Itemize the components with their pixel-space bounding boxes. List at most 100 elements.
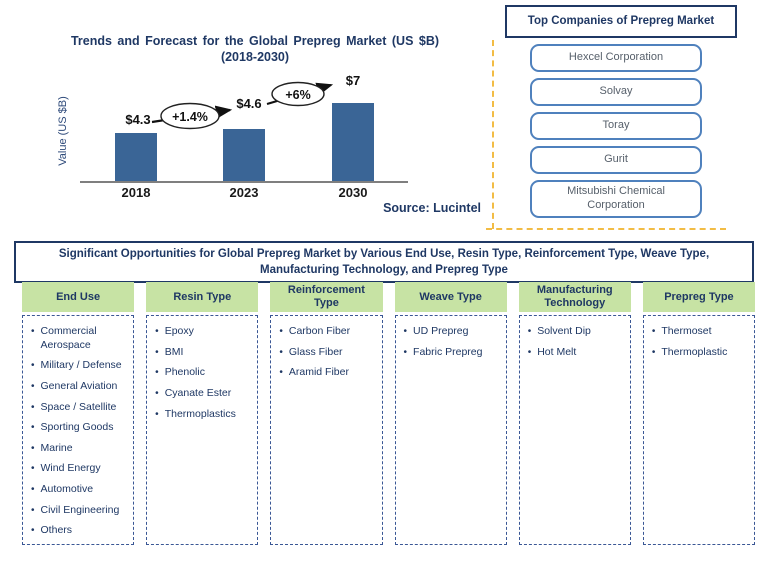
segment-column: Weave Type • UD Prepreg • Fabric Prepreg xyxy=(394,282,507,545)
list-item-label: Epoxy xyxy=(164,325,194,337)
list-item-label: Glass Fiber xyxy=(288,345,343,358)
list-item: • Phenolic xyxy=(155,366,253,380)
company-box: Toray xyxy=(530,112,702,140)
list-item: • Sporting Goods xyxy=(31,421,129,435)
bar-2018 xyxy=(115,133,157,181)
top-companies-title: Top Companies of Prepreg Market xyxy=(505,5,737,38)
bullet-icon: • xyxy=(31,380,35,392)
bullet-icon: • xyxy=(31,504,35,516)
list-item: • BMI xyxy=(155,346,253,360)
list-item-label: Wind Energy xyxy=(40,462,101,475)
segment-header: Reinforcement Type xyxy=(270,282,383,312)
list-item-label: Hot Melt xyxy=(537,345,577,358)
list-item-label: Cyanate Ester xyxy=(164,386,232,399)
list-item: • Space / Satellite xyxy=(31,401,129,415)
list-item-label: Military / Defense xyxy=(40,359,122,372)
bar-2023 xyxy=(223,129,265,181)
segment-header: Resin Type xyxy=(146,282,259,312)
x-tick-label: 2018 xyxy=(121,185,151,200)
source-credit: Source: Lucintel xyxy=(383,201,481,215)
list-item-label: Thermoplastics xyxy=(164,407,236,420)
bar-plot-area: 2018 2023 2030 xyxy=(80,69,408,200)
list-item-label: Space / Satellite xyxy=(40,400,117,413)
list-item-label: Solvent Dip xyxy=(537,325,591,337)
company-box: Mitsubishi Chemical Corporation xyxy=(530,180,702,218)
bullet-icon: • xyxy=(403,346,408,358)
list-item: • Civil Engineering xyxy=(31,504,129,518)
bar-value-label: $7 xyxy=(345,73,361,88)
list-item: • Cyanate Ester xyxy=(155,387,253,401)
list-item: • Epoxy xyxy=(155,325,253,339)
list-item-label: Phenolic xyxy=(164,366,205,379)
list-item-label: Civil Engineering xyxy=(40,503,120,516)
segment-items-box: • Carbon Fiber • Glass Fiber • Aramid Fiber xyxy=(270,315,383,545)
segment-header: Manufacturing Technology xyxy=(518,282,631,312)
list-item: • Wind Energy xyxy=(31,462,129,476)
segment-items-box: • Epoxy • BMI • Phenolic • Cyanate Ester • Thermo… xyxy=(146,315,259,545)
list-item-label: Others xyxy=(40,524,73,537)
x-tick-label: 2030 xyxy=(338,185,368,200)
list-item-label: Aramid Fiber xyxy=(288,366,349,379)
segment-items-box: • Commercial Aerospace • Military / Defense… xyxy=(22,315,135,545)
segment-items-box: • Thermoset • Thermoplastic xyxy=(642,315,756,545)
list-item-label: Fabric Prepreg xyxy=(413,345,483,358)
bullet-icon: • xyxy=(31,484,35,496)
list-item: • Commercial Aerospace xyxy=(31,325,129,352)
list-item: • Thermoplastics xyxy=(155,408,253,422)
bullet-icon: • xyxy=(155,326,159,337)
bullet-icon: • xyxy=(31,525,35,537)
list-item: • Solvent Dip xyxy=(528,325,626,339)
list-item: • Thermoplastic xyxy=(652,346,750,360)
segment-header: Weave Type xyxy=(394,282,507,312)
bullet-icon: • xyxy=(31,422,35,434)
list-item: • Fabric Prepreg xyxy=(404,346,502,360)
bullet-icon: • xyxy=(527,326,532,337)
bullet-icon: • xyxy=(31,326,35,337)
bullet-icon: • xyxy=(31,442,35,454)
bullet-icon: • xyxy=(527,346,532,358)
bullet-icon: • xyxy=(155,408,159,420)
segment-header: End Use xyxy=(22,282,135,312)
segment-column: Resin Type • Epoxy • BMI • Phenolic • Cyanate Es… xyxy=(146,282,259,545)
list-item: • Aramid Fiber xyxy=(279,366,377,380)
list-item: • Glass Fiber xyxy=(279,346,377,360)
horizontal-dashed-divider xyxy=(486,228,726,230)
list-item: • Marine xyxy=(31,442,129,456)
segment-column: Prepreg Type • Thermoset • Thermoplastic xyxy=(642,282,756,545)
y-axis-label: Value (US $B) xyxy=(57,96,69,166)
bar-2030 xyxy=(332,103,374,181)
bullet-icon: • xyxy=(279,326,283,337)
segment-column: Manufacturing Technology • Solvent Dip • Hot… xyxy=(518,282,631,545)
chart-title: Trends and Forecast for the Global Prepr… xyxy=(70,34,440,48)
segment-items-box: • UD Prepreg • Fabric Prepreg xyxy=(394,315,507,545)
list-item-label: Marine xyxy=(40,441,73,454)
bar-value-label: $4.3 xyxy=(125,112,151,127)
list-item: • General Aviation xyxy=(31,380,129,394)
list-item-label: General Aviation xyxy=(40,379,118,392)
list-item: • Hot Melt xyxy=(528,346,626,360)
opportunities-banner: Significant Opportunities for Global Pre… xyxy=(14,241,754,284)
company-box: Hexcel Corporation xyxy=(530,44,702,72)
segment-column: End Use • Commercial Aerospace • Military / … xyxy=(22,282,135,545)
company-box: Gurit xyxy=(530,146,702,174)
top-companies-list: Hexcel Corporation Solvay Toray Gurit Mi… xyxy=(530,44,702,218)
list-item: • Automotive xyxy=(31,483,129,497)
list-item: • UD Prepreg xyxy=(404,325,502,339)
bar-value-label: $4.6 xyxy=(236,96,262,111)
list-item-label: BMI xyxy=(164,345,184,358)
list-item-label: Thermoplastic xyxy=(661,345,728,358)
segment-column: Reinforcement Type • Carbon Fiber • Glass Fi… xyxy=(270,282,383,545)
bullet-icon: • xyxy=(155,346,159,358)
bullet-icon: • xyxy=(155,367,159,379)
list-item-label: Automotive xyxy=(40,483,94,496)
bullet-icon: • xyxy=(279,346,283,358)
list-item: • Carbon Fiber xyxy=(279,325,377,339)
x-tick-label: 2023 xyxy=(229,185,259,200)
bullet-icon: • xyxy=(155,387,159,399)
list-item: • Others xyxy=(31,524,129,538)
bullet-icon: • xyxy=(651,346,656,358)
bullet-icon: • xyxy=(31,360,35,372)
list-item-label: Thermoset xyxy=(661,325,712,337)
list-item: • Military / Defense xyxy=(31,359,129,373)
list-item: • Thermoset xyxy=(652,325,750,339)
